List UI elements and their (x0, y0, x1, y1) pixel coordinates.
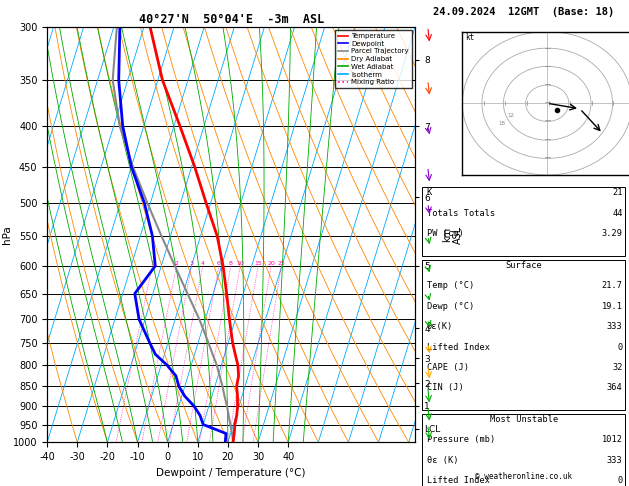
Text: 8: 8 (229, 261, 233, 266)
Text: 21: 21 (612, 189, 623, 197)
Text: θε (K): θε (K) (426, 456, 458, 465)
Text: 25: 25 (277, 261, 286, 266)
Text: 2: 2 (174, 261, 179, 266)
Text: Lifted Index: Lifted Index (426, 476, 490, 485)
Y-axis label: km
ASL: km ASL (442, 226, 464, 243)
Bar (423, 414, 625, 486)
Text: Dewp (°C): Dewp (°C) (426, 302, 474, 311)
Text: 19.1: 19.1 (602, 302, 623, 311)
Text: Surface: Surface (505, 261, 542, 270)
Text: 44: 44 (612, 209, 623, 218)
Text: 333: 333 (607, 322, 623, 331)
Text: 3: 3 (189, 261, 194, 266)
X-axis label: Dewpoint / Temperature (°C): Dewpoint / Temperature (°C) (157, 468, 306, 478)
Text: 18: 18 (498, 122, 505, 126)
Text: 10: 10 (237, 261, 244, 266)
Text: 3.29: 3.29 (602, 229, 623, 238)
Text: 0: 0 (618, 343, 623, 351)
Text: Temp (°C): Temp (°C) (426, 281, 474, 290)
Text: 24.09.2024  12GMT  (Base: 18): 24.09.2024 12GMT (Base: 18) (433, 7, 615, 17)
Text: 6: 6 (217, 261, 221, 266)
Text: Pressure (mb): Pressure (mb) (426, 435, 495, 444)
Text: CAPE (J): CAPE (J) (426, 363, 469, 372)
Text: © weatheronline.co.uk: © weatheronline.co.uk (475, 472, 572, 481)
Text: 20: 20 (267, 261, 275, 266)
Text: K: K (426, 189, 432, 197)
Text: 12: 12 (508, 113, 515, 118)
Text: θε(K): θε(K) (426, 322, 453, 331)
Y-axis label: hPa: hPa (1, 225, 11, 244)
Text: 1: 1 (150, 261, 154, 266)
Text: Most Unstable: Most Unstable (489, 415, 558, 424)
Bar (423, 260, 625, 410)
Text: 32: 32 (612, 363, 623, 372)
Title: 40°27'N  50°04'E  -3m  ASL: 40°27'N 50°04'E -3m ASL (138, 13, 324, 26)
Text: 364: 364 (607, 383, 623, 392)
Text: 15: 15 (254, 261, 262, 266)
Text: 333: 333 (607, 456, 623, 465)
Bar (423, 187, 625, 256)
Text: 4: 4 (201, 261, 204, 266)
Text: Totals Totals: Totals Totals (426, 209, 495, 218)
Legend: Temperature, Dewpoint, Parcel Trajectory, Dry Adiabat, Wet Adiabat, Isotherm, Mi: Temperature, Dewpoint, Parcel Trajectory… (335, 30, 411, 88)
Text: 21.7: 21.7 (602, 281, 623, 290)
Text: kt: kt (465, 33, 475, 42)
Text: PW (cm): PW (cm) (426, 229, 464, 238)
Text: 1012: 1012 (602, 435, 623, 444)
Text: 0: 0 (618, 476, 623, 485)
Text: CIN (J): CIN (J) (426, 383, 464, 392)
Text: Lifted Index: Lifted Index (426, 343, 490, 351)
